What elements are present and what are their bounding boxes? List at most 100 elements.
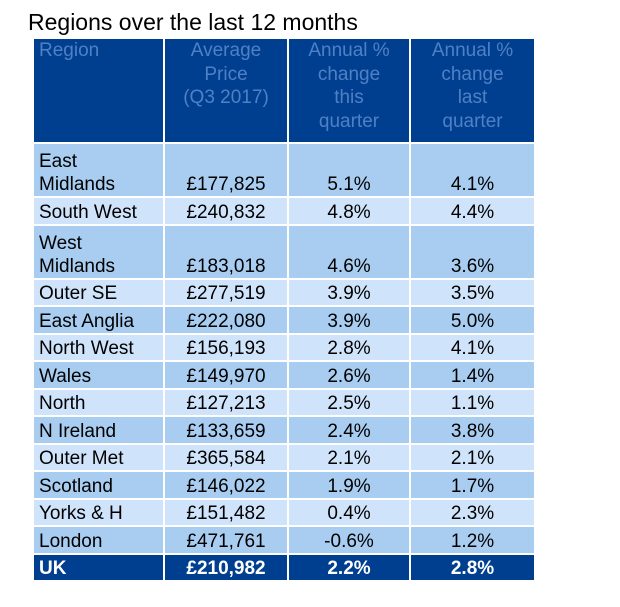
header-label-line: this <box>334 87 364 108</box>
region-cell: UK <box>32 552 165 582</box>
change-this-quarter-cell: 3.9% <box>287 277 411 307</box>
change-this-quarter-cell: 3.9% <box>287 305 411 335</box>
region-name-line: East <box>39 151 78 172</box>
change-this-quarter-cell: 2.5% <box>287 387 411 417</box>
table-title: Regions over the last 12 months <box>28 9 358 35</box>
region-name-line: Yorks & H <box>39 503 123 524</box>
region-name-line: South West <box>39 201 137 223</box>
average-price-cell: £183,018 <box>163 223 289 280</box>
average-price-cell: £177,825 <box>163 142 289 198</box>
region-name-line: N Ireland <box>39 420 117 442</box>
region-name-line: North <box>39 393 86 414</box>
change-this-quarter-cell: 5.1% <box>287 142 411 198</box>
change-this-quarter-cell: 2.2% <box>287 552 411 582</box>
region-cell: North <box>32 387 165 417</box>
header-average-price: Average Price (Q3 2017) <box>163 37 289 144</box>
table-row: North £127,213 2.5% 1.1% <box>32 387 536 417</box>
average-price-cell: £222,080 <box>163 305 289 335</box>
change-this-quarter-cell: 4.6% <box>287 223 411 280</box>
change-this-quarter-cell: 4.8% <box>287 196 411 226</box>
header-label-line: Region <box>39 40 100 61</box>
change-last-quarter-cell: 1.7% <box>409 470 536 500</box>
table-row: Scotland £146,022 1.9% 1.7% <box>32 470 536 500</box>
table-row: West Midlands £183,018 4.6% 3.6% <box>32 223 536 280</box>
header-change-last-quarter: Annual % change last quarter <box>409 37 536 144</box>
change-last-quarter-cell: 2.8% <box>409 552 536 582</box>
header-label-line: change <box>317 63 381 85</box>
region-name-line: West <box>39 232 82 254</box>
average-price-cell: £146,022 <box>163 470 289 500</box>
header-label-line: Annual % <box>431 40 514 61</box>
change-this-quarter-cell: 2.4% <box>287 415 411 445</box>
region-cell: South West <box>32 196 165 226</box>
header-label-line: change <box>441 63 504 85</box>
change-last-quarter-cell: 1.1% <box>409 387 536 417</box>
average-price-cell: £471,761 <box>163 525 289 555</box>
region-name-line: Scotland <box>39 475 113 497</box>
regions-table: Region Average Price (Q3 2017) Annual % chang… <box>32 37 536 582</box>
region-cell: East Anglia <box>32 305 165 335</box>
region-name-line: Midlands <box>39 255 116 277</box>
region-cell: West Midlands <box>32 223 165 280</box>
table-row: N Ireland £133,659 2.4% 3.8% <box>32 415 536 445</box>
average-price-cell: £156,193 <box>163 332 289 362</box>
change-last-quarter-cell: 4.1% <box>409 142 536 198</box>
region-cell: N Ireland <box>32 415 165 445</box>
table-row: Wales £149,970 2.6% 1.4% <box>32 360 536 390</box>
table-row: East Midlands £177,825 5.1% 4.1% <box>32 142 536 198</box>
change-last-quarter-cell: 2.1% <box>409 442 536 472</box>
header-region: Region <box>32 37 165 144</box>
header-label-line: quarter <box>318 110 380 132</box>
change-this-quarter-cell: -0.6% <box>287 525 411 555</box>
change-last-quarter-cell: 3.6% <box>409 223 536 280</box>
change-this-quarter-cell: 1.9% <box>287 470 411 500</box>
average-price-cell: £151,482 <box>163 497 289 527</box>
header-label-line: Annual % <box>308 40 390 61</box>
average-price-cell: £365,584 <box>163 442 289 472</box>
header-label-line: Average <box>190 40 262 61</box>
change-last-quarter-cell: 1.4% <box>409 360 536 390</box>
change-last-quarter-cell: 2.3% <box>409 497 536 527</box>
table-row: Outer SE £277,519 3.9% 3.5% <box>32 277 536 307</box>
change-last-quarter-cell: 4.1% <box>409 332 536 362</box>
table-row: North West £156,193 2.8% 4.1% <box>32 332 536 362</box>
average-price-cell: £149,970 <box>163 360 289 390</box>
region-name-line: North West <box>39 338 134 359</box>
change-last-quarter-cell: 5.0% <box>409 305 536 335</box>
table-row: UK £210,982 2.2% 2.8% <box>32 552 536 582</box>
average-price-cell: £127,213 <box>163 387 289 417</box>
table-body: East Midlands £177,825 5.1% 4.1% South West £2… <box>32 142 536 582</box>
region-cell: North West <box>32 332 165 362</box>
region-cell: London <box>32 525 165 555</box>
change-this-quarter-cell: 2.6% <box>287 360 411 390</box>
region-cell: Outer SE <box>32 277 165 307</box>
header-label-line: Price <box>204 63 248 85</box>
table-row: South West £240,832 4.8% 4.4% <box>32 196 536 226</box>
region-cell: East Midlands <box>32 142 165 198</box>
header-label-line: quarter <box>442 110 503 132</box>
average-price-cell: £210,982 <box>163 552 289 582</box>
table-row: East Anglia £222,080 3.9% 5.0% <box>32 305 536 335</box>
change-last-quarter-cell: 1.2% <box>409 525 536 555</box>
change-last-quarter-cell: 4.4% <box>409 196 536 226</box>
table-row: Outer Met £365,584 2.1% 2.1% <box>32 442 536 472</box>
region-cell: Yorks & H <box>32 497 165 527</box>
region-cell: Outer Met <box>32 442 165 472</box>
table-row: London £471,761 -0.6% 1.2% <box>32 525 536 555</box>
header-row: Region Average Price (Q3 2017) Annual % chang… <box>32 37 536 144</box>
region-name-line: Midlands <box>39 174 116 195</box>
change-this-quarter-cell: 2.8% <box>287 332 411 362</box>
table-header: Region Average Price (Q3 2017) Annual % chang… <box>32 37 536 144</box>
change-this-quarter-cell: 0.4% <box>287 497 411 527</box>
header-label-line: (Q3 2017) <box>183 87 269 108</box>
region-name-line: Wales <box>39 365 92 387</box>
table-row: Yorks & H £151,482 0.4% 2.3% <box>32 497 536 527</box>
average-price-cell: £277,519 <box>163 277 289 307</box>
header-change-this-quarter: Annual % change this quarter <box>287 37 411 144</box>
average-price-cell: £240,832 <box>163 196 289 226</box>
region-name-line: Outer Met <box>39 448 124 469</box>
header-label-line: last <box>457 87 488 108</box>
change-last-quarter-cell: 3.5% <box>409 277 536 307</box>
change-this-quarter-cell: 2.1% <box>287 442 411 472</box>
change-last-quarter-cell: 3.8% <box>409 415 536 445</box>
